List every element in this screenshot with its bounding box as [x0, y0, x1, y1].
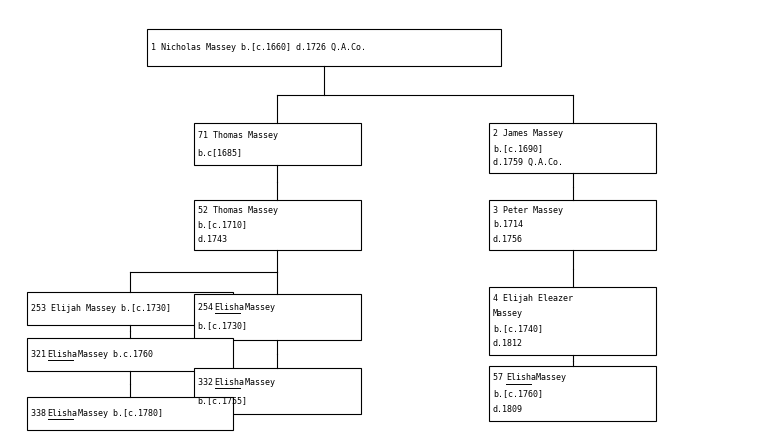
Text: b.1714: b.1714 — [493, 220, 523, 229]
Text: Massey b.c.1760: Massey b.c.1760 — [73, 350, 154, 359]
Text: d.1809: d.1809 — [493, 405, 523, 414]
Text: b.[c.1740]: b.[c.1740] — [493, 324, 543, 333]
Text: Elisha: Elisha — [215, 303, 245, 312]
FancyBboxPatch shape — [27, 338, 232, 370]
Text: Massey: Massey — [493, 309, 523, 318]
Text: Massey b.[c.1780]: Massey b.[c.1780] — [73, 409, 163, 418]
Text: 52 Thomas Massey: 52 Thomas Massey — [197, 206, 278, 215]
FancyBboxPatch shape — [489, 288, 656, 355]
Text: 321: 321 — [30, 350, 51, 359]
Text: Elisha: Elisha — [48, 409, 78, 418]
Text: d.1743: d.1743 — [197, 235, 228, 244]
Text: 1 Nicholas Massey b.[c.1660] d.1726 Q.A.Co.: 1 Nicholas Massey b.[c.1660] d.1726 Q.A.… — [151, 43, 366, 52]
Text: b.[c.1730]: b.[c.1730] — [197, 321, 247, 331]
Text: Elisha: Elisha — [505, 374, 536, 382]
Text: d.1812: d.1812 — [493, 340, 523, 348]
FancyBboxPatch shape — [489, 366, 656, 421]
FancyBboxPatch shape — [27, 292, 232, 325]
Text: 3 Peter Massey: 3 Peter Massey — [493, 206, 563, 215]
Text: b.[c.1755]: b.[c.1755] — [197, 396, 247, 405]
FancyBboxPatch shape — [489, 123, 656, 173]
Text: b.c[1685]: b.c[1685] — [197, 148, 243, 157]
Text: Elisha: Elisha — [215, 377, 245, 387]
Text: b.[c.1710]: b.[c.1710] — [197, 220, 247, 229]
FancyBboxPatch shape — [193, 294, 361, 340]
Text: d.1756: d.1756 — [493, 235, 523, 244]
FancyBboxPatch shape — [193, 123, 361, 164]
FancyBboxPatch shape — [27, 397, 232, 430]
Text: Massey: Massey — [531, 374, 566, 382]
FancyBboxPatch shape — [147, 29, 501, 66]
Text: 71 Thomas Massey: 71 Thomas Massey — [197, 131, 278, 140]
Text: b.[c.1690]: b.[c.1690] — [493, 144, 543, 153]
Text: 253 Elijah Massey b.[c.1730]: 253 Elijah Massey b.[c.1730] — [30, 304, 171, 313]
Text: 2 James Massey: 2 James Massey — [493, 129, 563, 138]
Text: 254: 254 — [197, 303, 218, 312]
Text: 338: 338 — [30, 409, 51, 418]
Text: 332: 332 — [197, 377, 218, 387]
Text: Massey: Massey — [240, 303, 275, 312]
Text: 4 Elijah Eleazer: 4 Elijah Eleazer — [493, 294, 573, 303]
Text: b.[c.1760]: b.[c.1760] — [493, 389, 543, 398]
Text: Elisha: Elisha — [48, 350, 78, 359]
FancyBboxPatch shape — [193, 200, 361, 250]
FancyBboxPatch shape — [489, 200, 656, 250]
Text: d.1759 Q.A.Co.: d.1759 Q.A.Co. — [493, 158, 563, 167]
Text: Massey: Massey — [240, 377, 275, 387]
Text: 57: 57 — [493, 374, 508, 382]
FancyBboxPatch shape — [193, 368, 361, 415]
